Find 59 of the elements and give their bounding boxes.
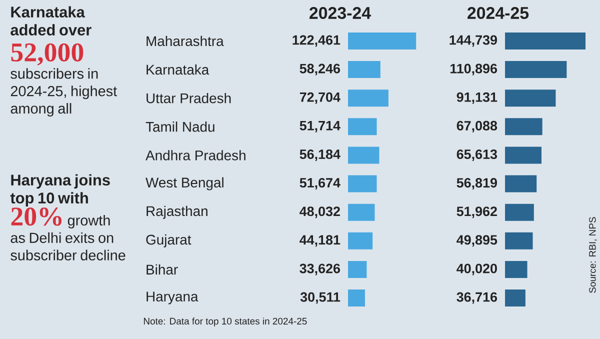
data-label: 67,088 <box>456 120 498 132</box>
chart-title: 2023-24 <box>310 6 371 19</box>
bar <box>505 260 528 278</box>
data-label: 33,626 <box>300 264 340 276</box>
data-label: 30,511 <box>300 292 340 304</box>
y-tick-label: Maharashtra <box>146 36 224 46</box>
chart-title: 2024-25 <box>468 7 529 19</box>
bar <box>505 118 542 136</box>
bar <box>348 61 380 78</box>
text: Haryana joins top 10 with <box>10 174 110 207</box>
bar <box>348 290 365 307</box>
data-label: 56,184 <box>300 149 340 161</box>
bar <box>505 90 556 107</box>
data-label: 40,020 <box>456 264 497 276</box>
data-label: 51,674 <box>300 178 340 190</box>
y-tick-label: Gujarat <box>146 234 192 248</box>
bar <box>505 32 586 50</box>
bar <box>348 260 367 278</box>
data-label: 44,181 <box>300 235 340 247</box>
data-label: 72,704 <box>300 92 340 104</box>
data-label: 144,739 <box>450 35 497 47</box>
data-label: 122,461 <box>292 35 340 47</box>
data-label: 48,032 <box>300 206 340 218</box>
y-tick-label: Haryana <box>146 292 198 304</box>
data-label: 51,714 <box>300 121 340 132</box>
text: 52,000 <box>11 43 84 66</box>
y-tick-label: Andhra Pradesh <box>146 150 246 160</box>
bar <box>348 118 377 136</box>
data-label: 58,246 <box>300 64 340 76</box>
bar <box>505 61 567 78</box>
bar <box>348 32 416 50</box>
bar <box>348 175 377 192</box>
text: subscribers in 2024-25, highest among all <box>10 68 117 117</box>
data-label: 49,895 <box>456 235 498 247</box>
y-tick-label: Bihar <box>146 264 178 275</box>
bar <box>505 232 533 250</box>
data-label: 91,131 <box>456 92 498 104</box>
bar <box>505 290 526 307</box>
data-label: 36,716 <box>456 292 498 304</box>
bar <box>505 175 537 192</box>
text: Note: Data for top 10 states in 2024-25 <box>144 318 307 326</box>
data-label: 56,819 <box>456 178 497 190</box>
bar <box>348 146 380 164</box>
y-tick-label: West Bengal <box>146 177 224 190</box>
y-tick-label: Rajasthan <box>146 206 208 219</box>
y-tick-label: Tamil Nadu <box>146 122 214 132</box>
text: Karnataka added over <box>10 6 92 36</box>
data-label: 65,613 <box>456 149 498 161</box>
bar <box>348 204 375 221</box>
source-note: Source: RBI, NPS <box>589 217 597 293</box>
y-tick-label: Uttar Pradesh <box>146 92 231 104</box>
bar <box>348 90 388 107</box>
bar <box>505 146 542 164</box>
data-label: 110,896 <box>450 64 498 76</box>
bar <box>348 232 373 250</box>
data-label: 51,962 <box>456 206 497 218</box>
bar <box>505 204 534 221</box>
text: 20% <box>11 208 62 226</box>
y-tick-label: Karnataka <box>146 64 210 75</box>
